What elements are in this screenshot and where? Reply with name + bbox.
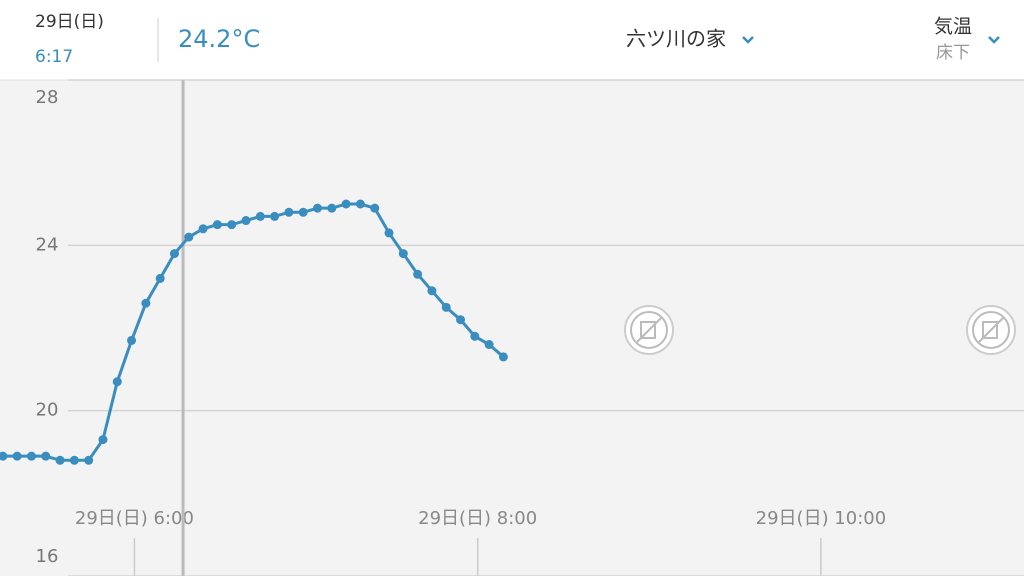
data-point [212, 220, 222, 230]
sensor: 床下 [936, 43, 970, 63]
data-point [0, 451, 8, 461]
data-point [184, 232, 194, 242]
data-point [227, 220, 237, 230]
data-point [355, 199, 365, 209]
x-tick-label: 29日(日) 10:00 [756, 508, 887, 529]
data-point [41, 451, 51, 461]
data-point [155, 273, 165, 283]
temperature: 24.2°C [178, 25, 260, 53]
data-point [370, 203, 380, 213]
data-point [441, 302, 451, 312]
data-point [470, 331, 480, 341]
data-point [112, 377, 122, 387]
data-point [127, 335, 137, 345]
data-point [456, 315, 466, 325]
data-point [298, 207, 308, 217]
no-data-icon[interactable] [966, 305, 1016, 355]
data-point [169, 249, 179, 259]
location-chevron[interactable] [742, 36, 754, 44]
data-point [398, 249, 408, 259]
data-point [312, 203, 322, 213]
data-point [427, 286, 437, 296]
metric[interactable]: 気温 [934, 16, 972, 38]
time: 6:17 [35, 47, 73, 67]
data-point [498, 352, 508, 362]
x-tick-label: 29日(日) 8:00 [418, 508, 537, 529]
data-point [284, 207, 294, 217]
location[interactable]: 六ツ川の家 [626, 27, 726, 51]
data-point [26, 451, 36, 461]
metric-chevron[interactable] [988, 36, 1000, 44]
plot: 16 20 24 28 29日(日) 6:00 29日(日) 8:00 29日(日) 10:… [0, 79, 1024, 577]
data-point [198, 224, 208, 234]
date[interactable]: 29日(日) [35, 12, 104, 32]
y-tick-label: 16 [36, 546, 59, 567]
data-point [98, 435, 108, 445]
data-point [270, 211, 280, 221]
data-point [141, 298, 151, 308]
data-point [384, 228, 394, 238]
y-tick-label: 20 [36, 400, 59, 421]
data-point [413, 269, 423, 279]
data-point [327, 203, 337, 213]
data-point [241, 216, 251, 226]
no-data-icon[interactable] [624, 305, 674, 355]
x-tick-label: 29日(日) 6:00 [75, 508, 194, 529]
data-point [84, 455, 94, 465]
data-point [12, 451, 22, 461]
y-tick-label: 28 [36, 87, 59, 108]
data-point [484, 340, 494, 350]
data-point [69, 455, 79, 465]
y-tick-label: 24 [36, 234, 59, 255]
header-bar [0, 0, 1024, 80]
data-point [255, 211, 265, 221]
chart-background [0, 80, 1024, 576]
data-point [341, 199, 351, 209]
data-point [55, 455, 65, 465]
